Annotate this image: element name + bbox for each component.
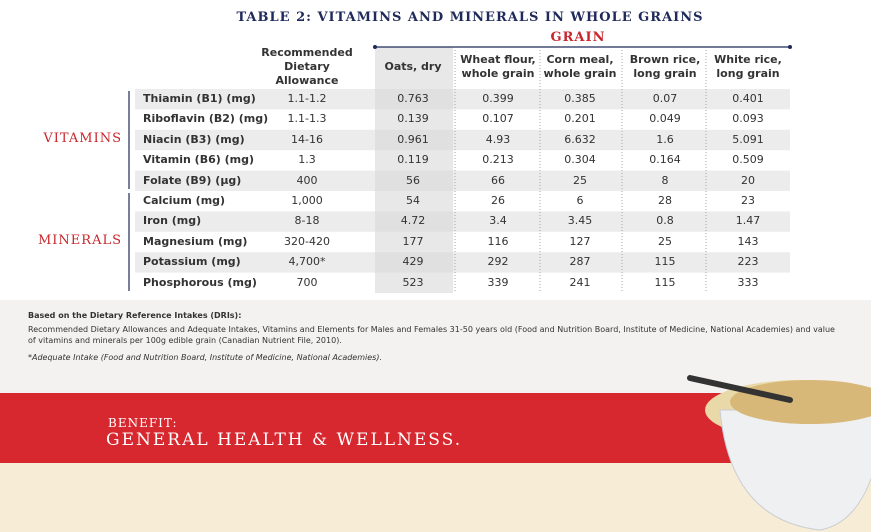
- row-stripe: [135, 129, 790, 151]
- row-label: Phosphorous (mg): [143, 275, 257, 289]
- table-cell: 0.763: [397, 92, 429, 105]
- table-cell: 1.3: [298, 153, 316, 167]
- oats-column-bg: [375, 47, 453, 293]
- table-cell: 4.72: [400, 214, 426, 228]
- table-cell: 3.45: [567, 214, 593, 228]
- column-header: Brown rice, long grain: [629, 53, 701, 80]
- table-cell: 1.6: [656, 132, 674, 146]
- table-cell: 1.1-1.3: [287, 112, 327, 126]
- table-cell: 1.1-1.2: [287, 92, 327, 105]
- bowl-illustration: [687, 375, 871, 531]
- row-label: Calcium (mg): [143, 194, 226, 207]
- table-cell: 54: [406, 194, 420, 207]
- row-stripe: [135, 170, 790, 191]
- table-cell: 20: [741, 173, 755, 187]
- table-cell: 0.201: [564, 112, 596, 126]
- table-cell: 0.304: [564, 153, 596, 167]
- table-cell: 8: [661, 173, 669, 187]
- row-label: Potassium (mg): [143, 255, 241, 269]
- table-cell: 0.213: [482, 153, 514, 167]
- table-cell: 287: [569, 255, 591, 269]
- table-cell: 523: [402, 275, 424, 289]
- table-cell: 25: [658, 234, 672, 248]
- table-cell: 143: [737, 234, 759, 248]
- table-cell: 223: [737, 255, 759, 269]
- notes-footnote: *Adequate Intake (Food and Nutrition Boa…: [28, 353, 382, 362]
- table-cell: 320-420: [284, 234, 330, 248]
- row-stripe: [135, 211, 790, 232]
- banner-kicker: BENEFIT:: [108, 416, 178, 430]
- table-cell: 5.091: [732, 132, 764, 146]
- table-cell: 0.093: [732, 112, 764, 126]
- row-label: Niacin (B3) (mg): [143, 132, 245, 146]
- table-cell: 1.47: [735, 214, 761, 228]
- banner-headline: GENERAL HEALTH & WELLNESS.: [106, 430, 463, 450]
- group-label: VITAMINS: [43, 131, 122, 146]
- table-cell: 4.93: [485, 132, 511, 146]
- table-cell: 127: [569, 234, 591, 248]
- table-cell: 28: [658, 194, 672, 207]
- table-cell: 23: [741, 194, 755, 207]
- row-label: Magnesium (mg): [143, 234, 248, 248]
- row-stripe: [135, 89, 790, 110]
- table-cell: 0.07: [652, 92, 678, 105]
- table-cell: 56: [406, 173, 420, 187]
- table-cell: 429: [402, 255, 424, 269]
- footer-bg: [0, 462, 871, 532]
- table-cell: 25: [573, 173, 587, 187]
- table-cell: 26: [491, 194, 505, 207]
- table-cell: 3.4: [489, 214, 507, 228]
- table-title: TABLE 2: VITAMINS AND MINERALS IN WHOLE …: [236, 10, 704, 25]
- table-cell: 0.385: [564, 92, 596, 105]
- table-cell: 177: [402, 234, 424, 248]
- table-cell: 241: [569, 275, 591, 289]
- table-cell: 0.401: [732, 92, 764, 105]
- column-header: White rice, long grain: [714, 53, 782, 80]
- row-label: Iron (mg): [143, 214, 202, 228]
- table-cell: 0.164: [649, 153, 681, 167]
- table-cell: 14-16: [291, 132, 323, 146]
- table-cell: 0.119: [397, 153, 429, 167]
- row-label: Riboflavin (B2) (mg): [143, 112, 269, 126]
- column-header: Oats, dry: [384, 60, 442, 73]
- row-label: Folate (B9) (µg): [143, 173, 242, 187]
- column-header: Corn meal, whole grain: [543, 53, 617, 80]
- row-stripe: [135, 252, 790, 273]
- table-cell: 0.399: [482, 92, 514, 105]
- table-cell: 0.509: [732, 153, 764, 167]
- column-header: Wheat flour, whole grain: [460, 53, 536, 80]
- table-cell: 8-18: [294, 214, 320, 228]
- table-cell: 115: [654, 275, 676, 289]
- table-cell: 339: [487, 275, 509, 289]
- table-cell: 292: [487, 255, 509, 269]
- row-label: Vitamin (B6) (mg): [143, 153, 254, 167]
- table-cell: 0.139: [397, 112, 429, 126]
- table-cell: 6: [576, 194, 584, 207]
- table-cell: 0.8: [656, 214, 674, 228]
- table-cell: 0.961: [397, 132, 429, 146]
- table-cell: 333: [737, 275, 759, 289]
- table-cell: 0.107: [482, 112, 514, 126]
- notes-body: Recommended Dietary Allowances and Adequ…: [28, 325, 835, 345]
- grain-label: GRAIN: [550, 30, 606, 45]
- table-cell: 0.049: [649, 112, 681, 126]
- table-cell: 116: [487, 234, 509, 248]
- table-cell: 66: [491, 173, 505, 187]
- table-cell: 4,700*: [288, 255, 326, 269]
- table-cell: 1,000: [291, 194, 323, 207]
- table-cell: 700: [296, 275, 318, 289]
- table-cell: 115: [654, 255, 676, 269]
- table-cell: 6.632: [564, 132, 596, 146]
- table-cell: 400: [296, 173, 318, 187]
- column-header: Recommended Dietary Allowance: [261, 46, 353, 87]
- group-label: MINERALS: [37, 233, 122, 248]
- table-grid: [128, 45, 792, 293]
- notes-heading: Based on the Dietary Reference Intakes (…: [28, 311, 242, 320]
- row-label: Thiamin (B1) (mg): [143, 92, 256, 105]
